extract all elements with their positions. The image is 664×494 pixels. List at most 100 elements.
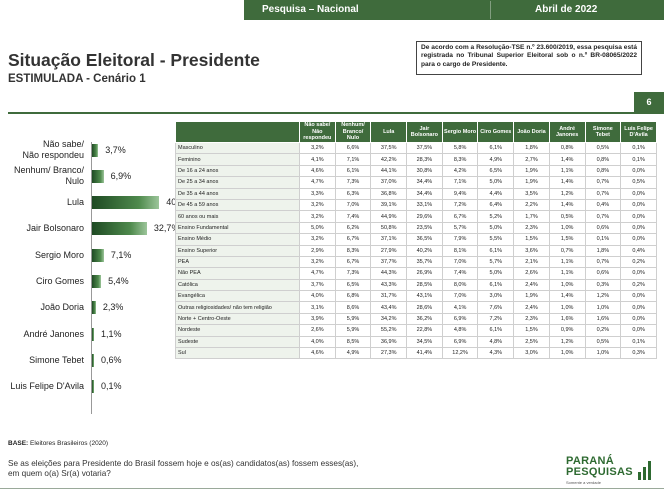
- table-cell: 34,4%: [406, 187, 443, 200]
- table-cell: 37,5%: [406, 141, 443, 155]
- table-row: Evangélica 4,0% 6,8% 31,7% 43,1% 7,0% 3,0% 1,9%…: [175, 290, 657, 303]
- bar: [92, 380, 94, 394]
- table-row: Feminino 4,1% 7,1% 42,2% 28,3% 8,3% 4,9% 2,7% 1,…: [175, 153, 657, 166]
- bar-label: Nenhum/ Branco/Nulo: [0, 165, 84, 187]
- table-cell: 1,2%: [584, 290, 622, 303]
- table-cell: 1,9%: [513, 176, 550, 189]
- table-cell: 6,9%: [441, 312, 479, 326]
- header-separator: [490, 1, 491, 19]
- column-header: João Doria: [513, 121, 550, 143]
- table-cell: 0,5%: [548, 210, 586, 223]
- table-cell: 44,1%: [370, 164, 408, 178]
- table-cell: 4,9%: [477, 153, 515, 166]
- table-cell: 3,2%: [299, 141, 336, 155]
- table-cell: 1,6%: [584, 312, 622, 326]
- table-cell: 5,0%: [477, 221, 515, 235]
- table-cell: 4,3%: [477, 347, 515, 360]
- bar-label: Luis Felipe D'Avila: [0, 381, 84, 392]
- parana-pesquisas-logo: PARANÁ PESQUISAS Somente a verdade: [566, 455, 658, 491]
- table-cell: 4,8%: [477, 335, 515, 349]
- bar-label-line: Simone Tebet: [29, 354, 84, 365]
- table-cell: 6,1%: [477, 324, 515, 337]
- table-cell: 7,1%: [441, 176, 479, 189]
- table-cell: 4,0%: [299, 290, 336, 303]
- table-cell: 8,5%: [334, 335, 372, 349]
- row-label: De 25 a 34 anos: [175, 176, 300, 189]
- table-cell: 27,9%: [370, 244, 408, 257]
- page-title: Situação Eleitoral - Presidente: [8, 50, 260, 70]
- row-label: 60 anos ou mais: [175, 210, 300, 223]
- table-cell: 0,6%: [584, 267, 622, 280]
- bar-label: Ciro Gomes: [0, 276, 84, 287]
- table-cell: 7,1%: [334, 153, 372, 166]
- table-cell: 55,2%: [370, 324, 408, 337]
- table-row: Sudeste 4,0% 8,5% 36,9% 34,5% 6,9% 4,8% 2,5% 1,2…: [175, 335, 657, 349]
- table-cell: 1,0%: [548, 221, 586, 235]
- table-cell: 2,9%: [299, 244, 336, 257]
- table-cell: 0,3%: [620, 347, 657, 360]
- table-cell: 0,7%: [584, 187, 622, 200]
- table-cell: 3,9%: [299, 312, 336, 326]
- row-label: Evangélica: [175, 290, 300, 303]
- table-cell: 44,3%: [370, 267, 408, 280]
- table-cell: 2,4%: [513, 278, 550, 292]
- bar: [92, 222, 147, 236]
- table-row: Ensino Médio 3,2% 6,7% 37,1% 36,5% 7,9% 5,5% 1,…: [175, 233, 657, 246]
- table-row: Ensino Fundamental 5,0% 6,2% 50,8% 23,5% 5,7%…: [175, 221, 657, 235]
- table-cell: 3,0%: [513, 347, 550, 360]
- table-cell: 0,4%: [620, 244, 657, 257]
- table-cell: 6,7%: [441, 210, 479, 223]
- table-cell: 3,3%: [299, 187, 336, 200]
- table-cell: 5,0%: [477, 176, 515, 189]
- survey-question: Se as eleições para Presidente do Brasil…: [8, 459, 358, 479]
- table-cell: 0,8%: [584, 164, 622, 178]
- table-cell: 35,7%: [406, 255, 443, 269]
- bar-label: Simone Tebet: [0, 355, 84, 366]
- table-cell: 33,1%: [406, 198, 443, 212]
- table-cell: 4,8%: [441, 324, 479, 337]
- table-cell: 0,0%: [620, 267, 657, 280]
- table-row: De 35 a 44 anos 3,3% 6,3% 36,8% 34,4% 9,4% 4,4…: [175, 187, 657, 200]
- table-cell: 7,0%: [441, 290, 479, 303]
- table-cell: 6,1%: [477, 141, 515, 155]
- table-cell: 7,2%: [441, 198, 479, 212]
- bar: [92, 196, 160, 210]
- divider: [8, 112, 664, 114]
- header-date: Abril de 2022: [535, 4, 598, 15]
- table-cell: 31,7%: [370, 290, 408, 303]
- bar-value-label: 7,1%: [110, 249, 132, 260]
- tse-registration-note: De acordo com a Resolução-TSE n.º 23.600…: [416, 41, 642, 75]
- bar-label-line: Lula: [66, 197, 84, 208]
- column-header: Não sabe/ Não respondeu: [299, 121, 336, 143]
- table-cell: 5,9%: [334, 324, 372, 337]
- table-cell: 6,1%: [477, 244, 515, 257]
- bar-label-line: Nulo: [65, 176, 84, 187]
- bar-label-line: André Janones: [23, 328, 84, 339]
- table-cell: 7,3%: [334, 176, 372, 189]
- table-cell: 4,6%: [299, 164, 336, 178]
- table-row: 60 anos ou mais 3,2% 7,4% 44,9% 29,6% 6,7% 5,2…: [175, 210, 657, 223]
- column-header: Simone Tebet: [584, 121, 622, 143]
- table-cell: 36,5%: [406, 233, 443, 246]
- bar-label: Jair Bolsonaro: [0, 223, 84, 234]
- table-cell: 0,2%: [620, 255, 657, 269]
- bar-label-line: Nenhum/ Branco/: [13, 165, 84, 176]
- column-header: Lula: [370, 121, 408, 143]
- table-row: Masculino 3,2% 6,6% 37,5% 37,5% 5,8% 6,1% 1,8% 0…: [175, 141, 657, 155]
- table-cell: 4,6%: [299, 347, 336, 360]
- table-cell: 1,4%: [548, 198, 586, 212]
- table-cell: 0,0%: [620, 312, 657, 326]
- table-cell: 8,6%: [334, 301, 372, 314]
- table-row: Católica 3,7% 6,5% 43,3% 28,5% 8,0% 6,1% 2,4% 1,…: [175, 278, 657, 292]
- table-cell: 37,1%: [370, 233, 408, 246]
- table-cell: 0,0%: [620, 187, 657, 200]
- table-cell: 4,1%: [441, 301, 479, 314]
- table-cell: 6,8%: [334, 290, 372, 303]
- column-header: Jair Bolsonaro: [406, 121, 443, 143]
- table-cell: 5,0%: [299, 221, 336, 235]
- table-cell: 5,5%: [477, 233, 515, 246]
- logo-mark-icon: [638, 461, 651, 480]
- table-cell: 5,0%: [477, 267, 515, 280]
- table-cell: 5,8%: [441, 141, 479, 155]
- table-cell: 0,1%: [620, 141, 657, 155]
